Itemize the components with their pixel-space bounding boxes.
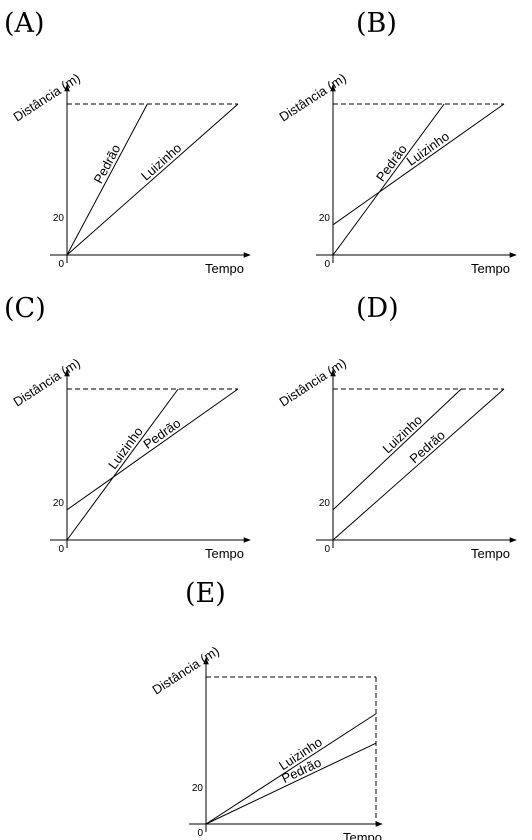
origin-label: 0: [58, 544, 64, 555]
y-axis-label: Distância (m): [149, 643, 221, 697]
series-label: Pedrão: [140, 415, 183, 451]
origin-label: 0: [324, 259, 330, 270]
series-line: [66, 103, 239, 256]
panel-label: (D): [356, 293, 399, 324]
y-tick-label: 20: [53, 213, 65, 224]
panel-label: (B): [356, 8, 397, 39]
series-label: Luizinho: [138, 140, 184, 183]
series-line: [332, 103, 445, 256]
panel-b: (B) 20 0 Tempo Distância (m) Pedrão Luizinho: [266, 0, 532, 285]
origin-label: 0: [58, 259, 64, 270]
origin-label: 0: [324, 544, 330, 555]
panel-label: (C): [4, 293, 46, 324]
y-axis-label: Distância (m): [10, 355, 82, 409]
x-axis-label: Tempo: [205, 546, 244, 561]
y-tick-label: 20: [53, 498, 65, 509]
y-tick-label: 20: [319, 498, 331, 509]
origin-label: 0: [197, 828, 203, 839]
panel-label: (A): [4, 8, 45, 39]
series-label: Pedrão: [373, 142, 410, 185]
series-label: Luizinho: [105, 424, 146, 472]
y-axis-label: Distância (m): [276, 355, 348, 409]
panel-d: (D) 20 0 Tempo Distância (m) Luizinho Pedrão: [266, 285, 532, 570]
y-axis-label: Distância (m): [276, 70, 348, 124]
panel-label: (E): [185, 578, 226, 609]
series-line: [332, 103, 505, 226]
panel-c: (C) 20 0 Tempo Distância (m) Luizinho Pedrão: [0, 285, 266, 570]
series-line: [66, 388, 179, 541]
series-line: [205, 713, 377, 825]
graph: 20 0 Tempo Distância (m) Pedrão Luizinho: [10, 70, 251, 276]
series-line: [66, 103, 148, 256]
y-tick-label: 20: [192, 783, 204, 794]
x-axis-label: Tempo: [471, 546, 510, 561]
series-line: [332, 388, 505, 541]
panel-a: (A) 20 0 Tempo Distância (m) Pedrão Luizinho: [0, 0, 266, 285]
y-tick-label: 20: [319, 213, 331, 224]
series-line: [66, 388, 239, 511]
x-axis-label: Tempo: [471, 261, 510, 276]
x-axis-label: Tempo: [343, 830, 382, 840]
series-line: [332, 388, 462, 511]
series-line: [205, 742, 377, 825]
x-axis-label: Tempo: [205, 261, 244, 276]
panel-e: (E) 20 0 Tempo Distância (m) Luizinho Pedrão: [133, 570, 399, 840]
series-label: Pedrão: [91, 142, 124, 186]
y-axis-label: Distância (m): [10, 70, 82, 124]
